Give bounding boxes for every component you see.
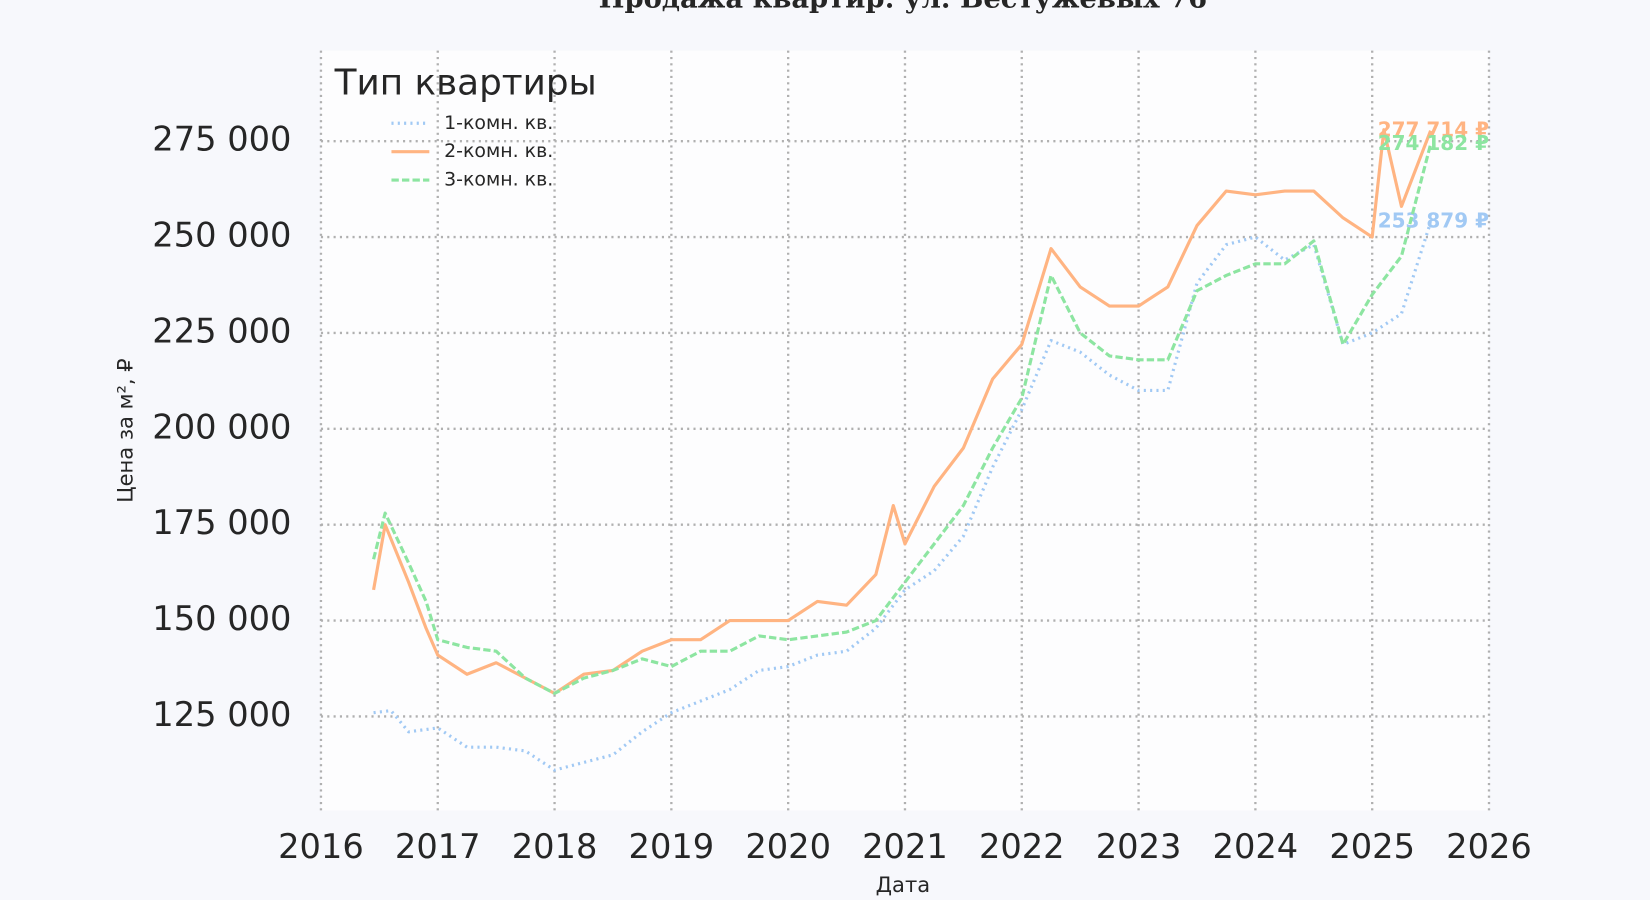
y-tick-label: 200 000: [152, 407, 291, 446]
grid: 2016 2017 2018 2019 2020 2021 2022 2023 2024 2025…: [152, 50, 1532, 866]
y-tick-label: 275 000: [152, 120, 291, 159]
lines: 253 879 ₽ 277 714 ₽274 182 ₽: [372, 117, 1489, 772]
end-label: 277 714 ₽: [1378, 117, 1489, 141]
series-line: [373, 221, 1433, 772]
y-tick-label: 175 000: [152, 503, 291, 542]
x-tick-label: 2023: [1096, 827, 1182, 866]
y-tick-label: 125 000: [152, 695, 291, 734]
y-tick-label: 225 000: [152, 311, 291, 350]
x-tick-label: 2020: [745, 827, 831, 866]
series-line: [372, 128, 1433, 695]
x-tick-label: 2022: [979, 827, 1065, 866]
y-tick-label: 150 000: [152, 599, 291, 638]
x-tick-label: 2021: [862, 827, 948, 866]
legend: Тип квартиры 1-комн. кв. 2-комн. кв. 3-ком…: [334, 62, 597, 190]
x-tick-label: 2016: [278, 827, 364, 866]
chart-title: Продажа квартир: ул. Бестужевых 76: [599, 0, 1207, 15]
x-tick-label: 2017: [395, 827, 481, 866]
legend-title: Тип квартиры: [334, 62, 597, 103]
x-tick-label: 2026: [1446, 827, 1532, 866]
x-tick-label: 2018: [512, 827, 598, 866]
x-tick-label: 2024: [1213, 827, 1299, 866]
series-line: [372, 143, 1433, 695]
legend-label: 3-комн. кв.: [444, 169, 553, 191]
x-axis-label: Дата: [876, 872, 930, 897]
legend-label: 2-комн. кв.: [444, 140, 553, 162]
y-axis-label: Цена за м², ₽: [112, 358, 137, 502]
end-label: 253 879 ₽: [1378, 209, 1489, 233]
x-tick-label: 2025: [1329, 827, 1415, 866]
legend-label: 1-комн. кв.: [444, 112, 553, 134]
end-label: 274 182 ₽: [1378, 131, 1489, 155]
y-tick-label: 250 000: [152, 216, 291, 255]
x-tick-label: 2019: [629, 827, 715, 866]
